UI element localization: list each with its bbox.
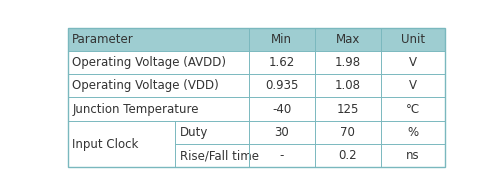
- Text: 0.2: 0.2: [338, 149, 357, 162]
- Bar: [68, 97, 445, 121]
- Text: Operating Voltage (AVDD): Operating Voltage (AVDD): [72, 56, 226, 69]
- Text: 125: 125: [336, 103, 359, 116]
- Bar: [68, 28, 445, 51]
- Text: -: -: [280, 149, 284, 162]
- Text: Max: Max: [336, 33, 360, 46]
- Text: 1.62: 1.62: [268, 56, 295, 69]
- Text: Parameter: Parameter: [72, 33, 134, 46]
- Bar: [68, 74, 445, 97]
- Text: 1.08: 1.08: [335, 79, 361, 92]
- Text: V: V: [409, 56, 417, 69]
- Text: Rise/Fall time: Rise/Fall time: [180, 149, 259, 162]
- Text: Unit: Unit: [401, 33, 425, 46]
- Text: Operating Voltage (VDD): Operating Voltage (VDD): [72, 79, 219, 92]
- Bar: [175, 144, 445, 167]
- Text: -40: -40: [272, 103, 291, 116]
- Text: Junction Temperature: Junction Temperature: [72, 103, 198, 116]
- Bar: [68, 121, 175, 167]
- Text: %: %: [408, 126, 418, 139]
- Bar: [175, 121, 445, 144]
- Text: 30: 30: [274, 126, 289, 139]
- Text: ns: ns: [406, 149, 419, 162]
- Text: Min: Min: [271, 33, 292, 46]
- Bar: [68, 51, 445, 74]
- Text: Input Clock: Input Clock: [72, 138, 138, 151]
- Text: V: V: [409, 79, 417, 92]
- Text: 1.98: 1.98: [334, 56, 361, 69]
- Text: 0.935: 0.935: [265, 79, 298, 92]
- Text: °C: °C: [406, 103, 420, 116]
- Text: Duty: Duty: [180, 126, 208, 139]
- Text: 70: 70: [340, 126, 355, 139]
